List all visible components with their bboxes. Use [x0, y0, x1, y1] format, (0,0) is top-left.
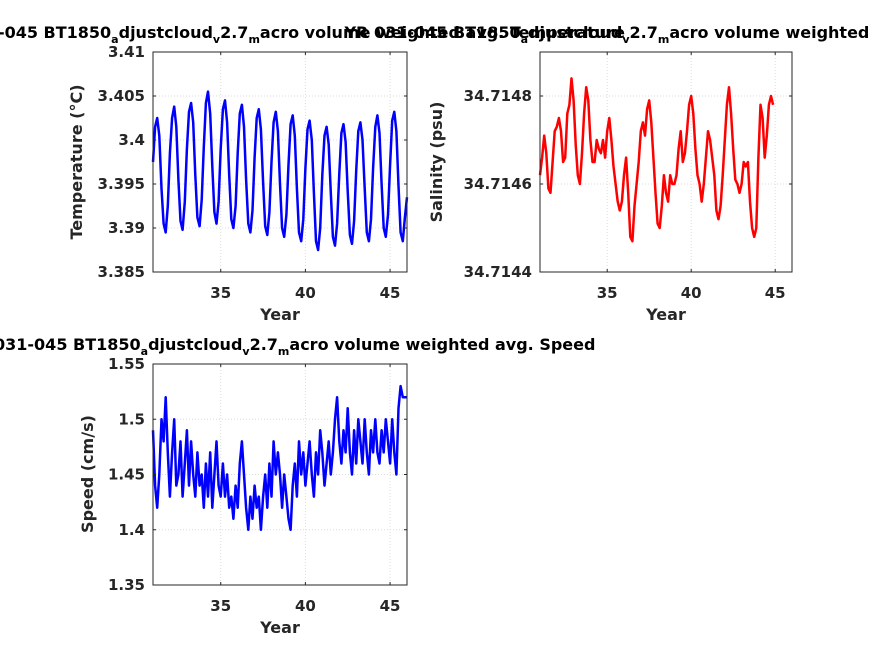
salinity-x-tick-label-0: 35 — [597, 284, 618, 302]
temperature-chart: 35 40 45 3.385 3.39 3.395 3.4 3.405 3.41 Year Temp… — [0, 23, 625, 324]
salinity-chart: 35 40 45 34.7144 34.7146 34.7148 Year Salinity … — [343, 23, 875, 324]
temperature-y-tick-label-2: 3.395 — [98, 175, 145, 193]
speed-x-tick-label-0: 35 — [210, 597, 231, 615]
speed-y-tick-label-3: 1.5 — [118, 410, 145, 428]
salinity-x-tick-label-1: 40 — [681, 284, 702, 302]
temperature-y-tick-label-1: 3.39 — [108, 219, 145, 237]
temperature-y-tick-label-5: 3.41 — [108, 43, 145, 61]
speed-chart: 35 40 45 1.35 1.4 1.45 1.5 1.55 Year Speed (cm/s)… — [0, 335, 595, 637]
temperature-axes-box — [152, 51, 408, 273]
speed-y-tick-label-0: 1.35 — [108, 576, 145, 594]
temperature-series-line-0 — [151, 90, 409, 252]
temperature-chart-title: YR 031-045 BT1850adjustcloudv2.7macro vo… — [0, 23, 625, 46]
temperature-x-axis-label: Year — [259, 305, 300, 324]
temperature-y-tick-label-4: 3.405 — [98, 87, 145, 105]
speed-x-tick-label-2: 45 — [380, 597, 401, 615]
salinity-chart-title: YR 031-045 BT1850adjustcloudv2.7macro vo… — [343, 23, 875, 46]
speed-chart-title: YR 031-045 BT1850adjustcloudv2.7macro vo… — [0, 335, 595, 358]
speed-x-tick-label-1: 40 — [295, 597, 316, 615]
temperature-y-tick-label-0: 3.385 — [98, 263, 145, 281]
salinity-x-axis-label: Year — [645, 305, 686, 324]
salinity-y-tick-label-0: 34.7144 — [464, 263, 532, 281]
temperature-x-tick-label-2: 45 — [380, 284, 401, 302]
temperature-x-tick-label-1: 40 — [295, 284, 316, 302]
speed-x-axis-label: Year — [259, 618, 300, 637]
speed-series-line-0 — [151, 384, 407, 532]
speed-y-axis-label: Speed (cm/s) — [78, 415, 97, 533]
speed-y-tick-label-2: 1.45 — [108, 466, 145, 484]
salinity-y-tick-label-2: 34.7148 — [464, 87, 532, 105]
speed-y-tick-label-1: 1.4 — [118, 521, 145, 539]
temperature-x-tick-label-0: 35 — [210, 284, 231, 302]
salinity-series-line-0 — [538, 77, 775, 243]
salinity-axes-box — [539, 51, 793, 273]
speed-y-tick-label-4: 1.55 — [108, 355, 145, 373]
salinity-y-tick-label-1: 34.7146 — [464, 175, 532, 193]
temperature-y-tick-label-3: 3.4 — [118, 131, 145, 149]
salinity-x-tick-label-2: 45 — [765, 284, 786, 302]
salinity-y-axis-label: Salinity (psu) — [427, 102, 446, 223]
temperature-y-axis-label: Temperature (°C) — [67, 84, 86, 239]
